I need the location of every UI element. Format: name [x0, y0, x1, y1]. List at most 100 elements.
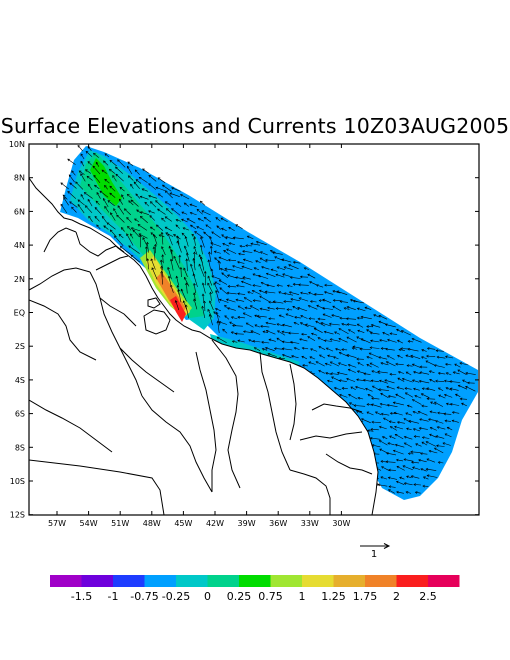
current-vector	[425, 441, 437, 447]
field-bright-green	[90, 158, 122, 206]
current-vector-head	[276, 323, 280, 326]
current-vector-head	[410, 450, 413, 454]
current-vector-head	[160, 259, 163, 263]
current-vector-head	[397, 377, 401, 381]
current-vector-head	[221, 272, 224, 275]
current-vector-head	[169, 258, 173, 262]
current-vector-head	[245, 322, 249, 326]
current-vector	[459, 362, 469, 366]
current-vector	[193, 246, 198, 255]
current-vector	[290, 341, 300, 344]
current-vector	[293, 283, 300, 285]
current-vector	[434, 401, 444, 407]
current-vector-head	[161, 254, 165, 257]
current-vector-head	[379, 339, 382, 342]
current-vector-head	[232, 324, 235, 328]
current-vector	[273, 301, 284, 304]
current-vector-head	[252, 339, 256, 343]
current-vector	[68, 174, 75, 183]
colorbar-swatch	[333, 575, 365, 587]
current-vector	[412, 411, 419, 414]
current-vector-head	[293, 347, 297, 350]
current-vector-head	[259, 251, 263, 254]
current-vector-head	[396, 490, 399, 494]
current-vector-head	[80, 173, 83, 176]
current-vector-head	[101, 169, 105, 173]
current-vector	[193, 298, 198, 310]
current-vector-head	[429, 410, 433, 414]
current-vector-head	[200, 236, 203, 240]
current-vector-head	[369, 362, 373, 366]
current-vector-head	[261, 266, 264, 269]
current-vector-head	[436, 444, 439, 448]
current-vector	[378, 315, 388, 320]
current-vector	[167, 233, 173, 246]
current-vector-head	[337, 362, 341, 365]
current-vector	[135, 193, 141, 199]
current-vector	[378, 356, 388, 360]
current-vector	[127, 161, 134, 166]
current-vector	[87, 199, 93, 207]
current-vector	[339, 317, 348, 320]
current-vector-head	[445, 363, 448, 366]
current-vector	[422, 437, 430, 439]
current-vector	[380, 476, 387, 480]
current-vector-head	[412, 410, 416, 414]
current-vector-head	[207, 282, 210, 286]
current-vector	[382, 332, 390, 336]
current-vector-head	[332, 356, 336, 359]
current-vector-head	[273, 347, 277, 350]
current-vector-head	[318, 354, 322, 358]
current-vector	[310, 301, 317, 303]
current-vector-head	[285, 313, 289, 316]
marajo-island	[143, 309, 171, 335]
current-vector	[228, 259, 237, 261]
current-vector	[128, 200, 134, 206]
current-vector	[338, 338, 348, 343]
current-vector-head	[379, 402, 383, 406]
current-vector-head	[242, 312, 246, 316]
current-vector-head	[294, 316, 297, 319]
current-vector-head	[183, 202, 187, 206]
current-vector	[333, 356, 339, 360]
current-vector-head	[369, 331, 373, 335]
current-vector-head	[282, 323, 285, 327]
current-vector-head	[338, 328, 342, 331]
current-vector	[67, 158, 76, 165]
current-vector-head	[315, 320, 318, 324]
current-vector-head	[241, 265, 245, 269]
current-vector	[458, 385, 468, 390]
current-vector	[131, 227, 141, 232]
current-vector	[171, 187, 181, 192]
current-vector-head	[370, 339, 373, 343]
current-vector	[236, 285, 245, 288]
current-vector-head	[373, 314, 376, 317]
current-vector-head	[396, 421, 400, 424]
current-vector-head	[175, 275, 179, 279]
current-vector-head	[366, 411, 370, 415]
current-vector	[220, 217, 228, 223]
current-vector-head	[169, 192, 173, 196]
current-vector-head	[276, 330, 280, 333]
current-vector-head	[192, 257, 196, 261]
current-vector	[272, 252, 283, 255]
current-vector	[80, 161, 85, 167]
current-vector	[413, 484, 422, 486]
current-vector	[330, 338, 341, 342]
current-vector	[175, 300, 180, 311]
current-vector	[442, 442, 451, 446]
lon-label: 57W	[48, 519, 66, 528]
current-vector-head	[418, 426, 422, 430]
current-vector	[455, 394, 461, 397]
current-vector-head	[149, 201, 153, 204]
current-vector	[445, 387, 453, 391]
current-vector	[285, 313, 294, 318]
current-vector-head	[350, 386, 354, 390]
current-vector-head	[152, 246, 156, 250]
current-vector-head	[426, 347, 430, 350]
current-vector	[103, 225, 109, 230]
current-vector	[410, 355, 421, 359]
current-vector-head	[123, 208, 127, 211]
current-vector-head	[278, 291, 282, 294]
current-vector-head	[318, 346, 322, 349]
